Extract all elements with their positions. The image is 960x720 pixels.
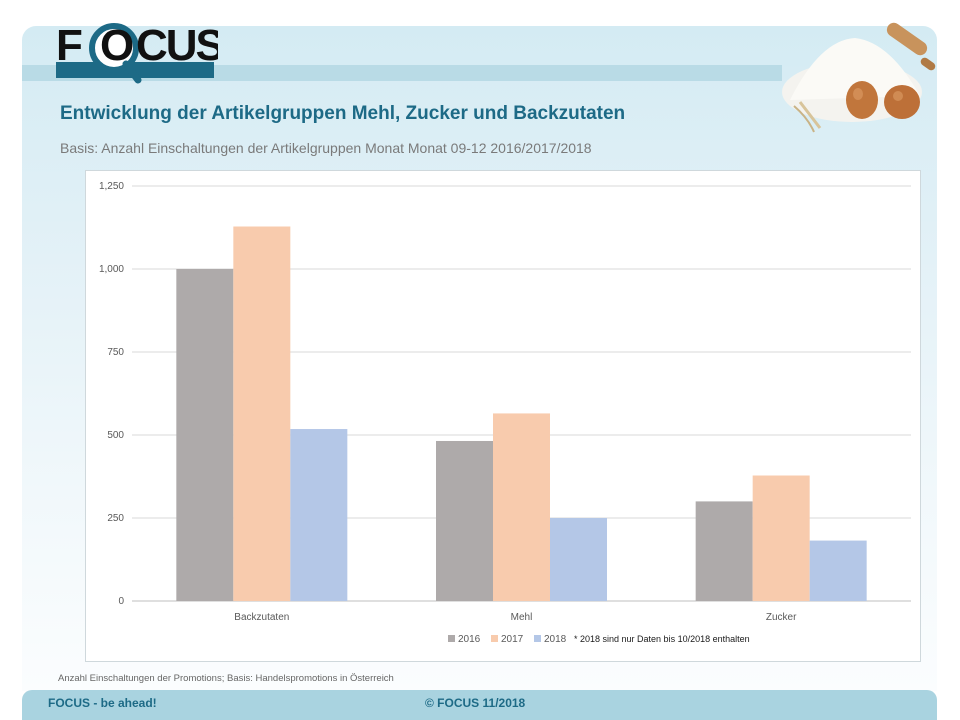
legend-swatch-2017 [491,635,498,642]
x-tick-label: Mehl [511,612,533,623]
legend-label-2016: 2016 [458,634,481,645]
focus-logo: F O CUS [56,21,218,84]
bar-2018-backzutaten [290,429,348,601]
source-note: Anzahl Einschaltungen der Promotions; Ba… [58,673,394,684]
legend-note: * 2018 sind nur Daten bis 10/2018 enthal… [574,634,750,644]
bar-2018-mehl [550,518,607,601]
svg-text:CUS: CUS [136,21,218,70]
footer-copyright: © FOCUS 11/2018 [425,696,526,710]
bar-2017-backzutaten [233,226,291,601]
legend-swatch-2016 [448,635,455,642]
y-tick-label: 0 [118,596,124,607]
y-tick-label: 500 [107,430,124,441]
bar-2017-mehl [493,413,550,601]
x-tick-label: Zucker [766,612,797,623]
bar-2016-backzutaten [176,269,234,601]
bar-chart: 0 250 500 750 1,000 1,250 Backzutaten Mehl Zucke… [99,181,911,645]
baking-ingredients-image [782,22,936,133]
bar-2016-zucker [695,501,753,601]
x-tick-label: Backzutaten [234,612,289,623]
y-tick-label: 750 [107,347,124,358]
page-title: Entwicklung der Artikelgruppen Mehl, Zuc… [60,103,626,124]
svg-text:O: O [100,21,134,70]
chart-container: 0 250 500 750 1,000 1,250 Backzutaten Mehl Zucke… [85,170,921,662]
y-tick-label: 1,000 [99,264,124,275]
footer-bar: FOCUS - be ahead! © FOCUS 11/2018 [22,690,937,720]
bar-2016-mehl [436,440,493,601]
page-subtitle: Basis: Anzahl Einschaltungen der Artikel… [60,140,592,156]
bar-2017-zucker [752,475,810,601]
bar-2018-zucker [809,540,867,601]
legend-label-2017: 2017 [501,634,524,645]
footer-slogan: FOCUS - be ahead! [48,696,157,710]
svg-text:F: F [56,21,82,70]
y-tick-label: 250 [107,513,124,524]
legend-swatch-2018 [534,635,541,642]
y-tick-label: 1,250 [99,181,124,192]
legend-label-2018: 2018 [544,634,567,645]
